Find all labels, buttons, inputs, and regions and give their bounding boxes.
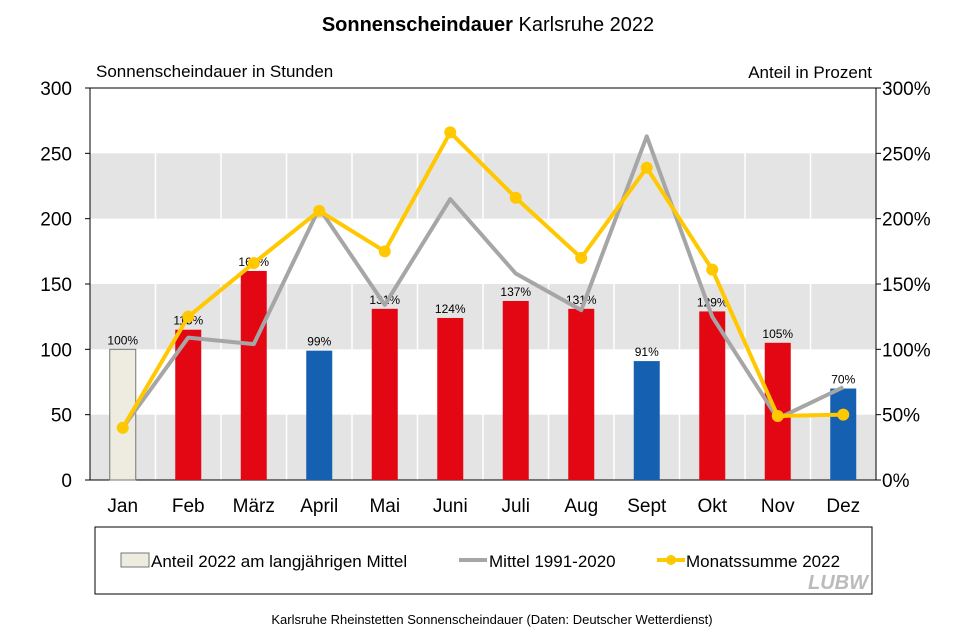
bar-label: 131% [566, 293, 597, 307]
left-tick-label: 200 [40, 210, 72, 231]
left-tick-label: 250 [40, 144, 72, 165]
x-tick-label: Jan [107, 496, 138, 517]
right-tick-label: 200% [882, 210, 931, 231]
legend-marker-monatssumme [666, 555, 676, 565]
bar [633, 361, 660, 480]
chart-title: Sonnenscheindauer Karlsruhe 2022 [322, 14, 654, 36]
x-tick-label: April [300, 496, 338, 517]
bar-label: 100% [107, 333, 138, 347]
right-tick-label: 100% [882, 340, 931, 361]
left-tick-label: 300 [40, 79, 72, 100]
bar [175, 329, 202, 480]
point-monatssumme [378, 245, 391, 258]
bar-label: 70% [831, 373, 855, 387]
bar-label: 124% [435, 302, 466, 316]
right-tick-label: 300% [882, 79, 931, 100]
right-tick-label: 250% [882, 144, 931, 165]
point-monatssumme [247, 257, 260, 270]
point-monatssumme [116, 421, 129, 434]
bar [830, 388, 857, 480]
x-tick-label: Juni [433, 496, 468, 517]
bar-label: 105% [762, 327, 793, 341]
lubw-logo: LUBW [808, 572, 870, 594]
bar [437, 317, 464, 480]
point-monatssumme [575, 251, 588, 264]
legend-label-monatssumme: Monatssumme 2022 [686, 552, 840, 571]
legend-swatch-bars [120, 552, 150, 568]
x-tick-label: Juli [501, 496, 530, 517]
right-tick-label: 150% [882, 275, 931, 296]
right-tick-label: 50% [882, 406, 920, 427]
x-tick-label: Dez [826, 496, 860, 517]
bar [240, 270, 267, 480]
x-tick-label: Nov [761, 496, 795, 517]
point-monatssumme [771, 409, 784, 422]
left-tick-label: 150 [40, 275, 72, 296]
series-line-mittel [121, 134, 845, 429]
left-tick-label: 50 [51, 406, 72, 427]
left-tick-label: 100 [40, 340, 72, 361]
point-monatssumme [313, 204, 326, 217]
point-monatssumme [182, 310, 195, 323]
bar [568, 308, 595, 480]
x-tick-label: Feb [172, 496, 205, 517]
point-monatssumme [837, 408, 850, 421]
left-tick-label: 0 [61, 471, 72, 492]
bar [699, 311, 726, 480]
left-axis-label: Sonnenscheindauer in Stunden [96, 62, 333, 81]
x-tick-label: Aug [564, 496, 598, 517]
x-tick-label: Sept [627, 496, 667, 517]
x-tick-label: Mai [369, 496, 400, 517]
legend-label-bars: Anteil 2022 am langjährigen Mittel [151, 552, 407, 571]
right-tick-label: 0% [882, 471, 910, 492]
right-axis-label: Anteil in Prozent [748, 63, 872, 82]
bar [502, 300, 529, 480]
point-monatssumme [444, 126, 457, 139]
point-monatssumme [706, 263, 719, 276]
footer-note: Karlsruhe Rheinstetten Sonnenscheindauer… [271, 612, 712, 627]
bar [371, 308, 398, 480]
series-line-monatssumme [121, 130, 844, 429]
point-monatssumme [509, 191, 522, 204]
legend-label-mittel: Mittel 1991-2020 [489, 552, 616, 571]
point-monatssumme [640, 161, 653, 174]
x-tick-label: März [233, 496, 275, 517]
x-tick-label: Okt [697, 496, 727, 517]
bar-label: 137% [500, 285, 531, 299]
bar [306, 350, 333, 480]
bar-label: 91% [635, 345, 659, 359]
bar-label: 99% [307, 335, 331, 349]
